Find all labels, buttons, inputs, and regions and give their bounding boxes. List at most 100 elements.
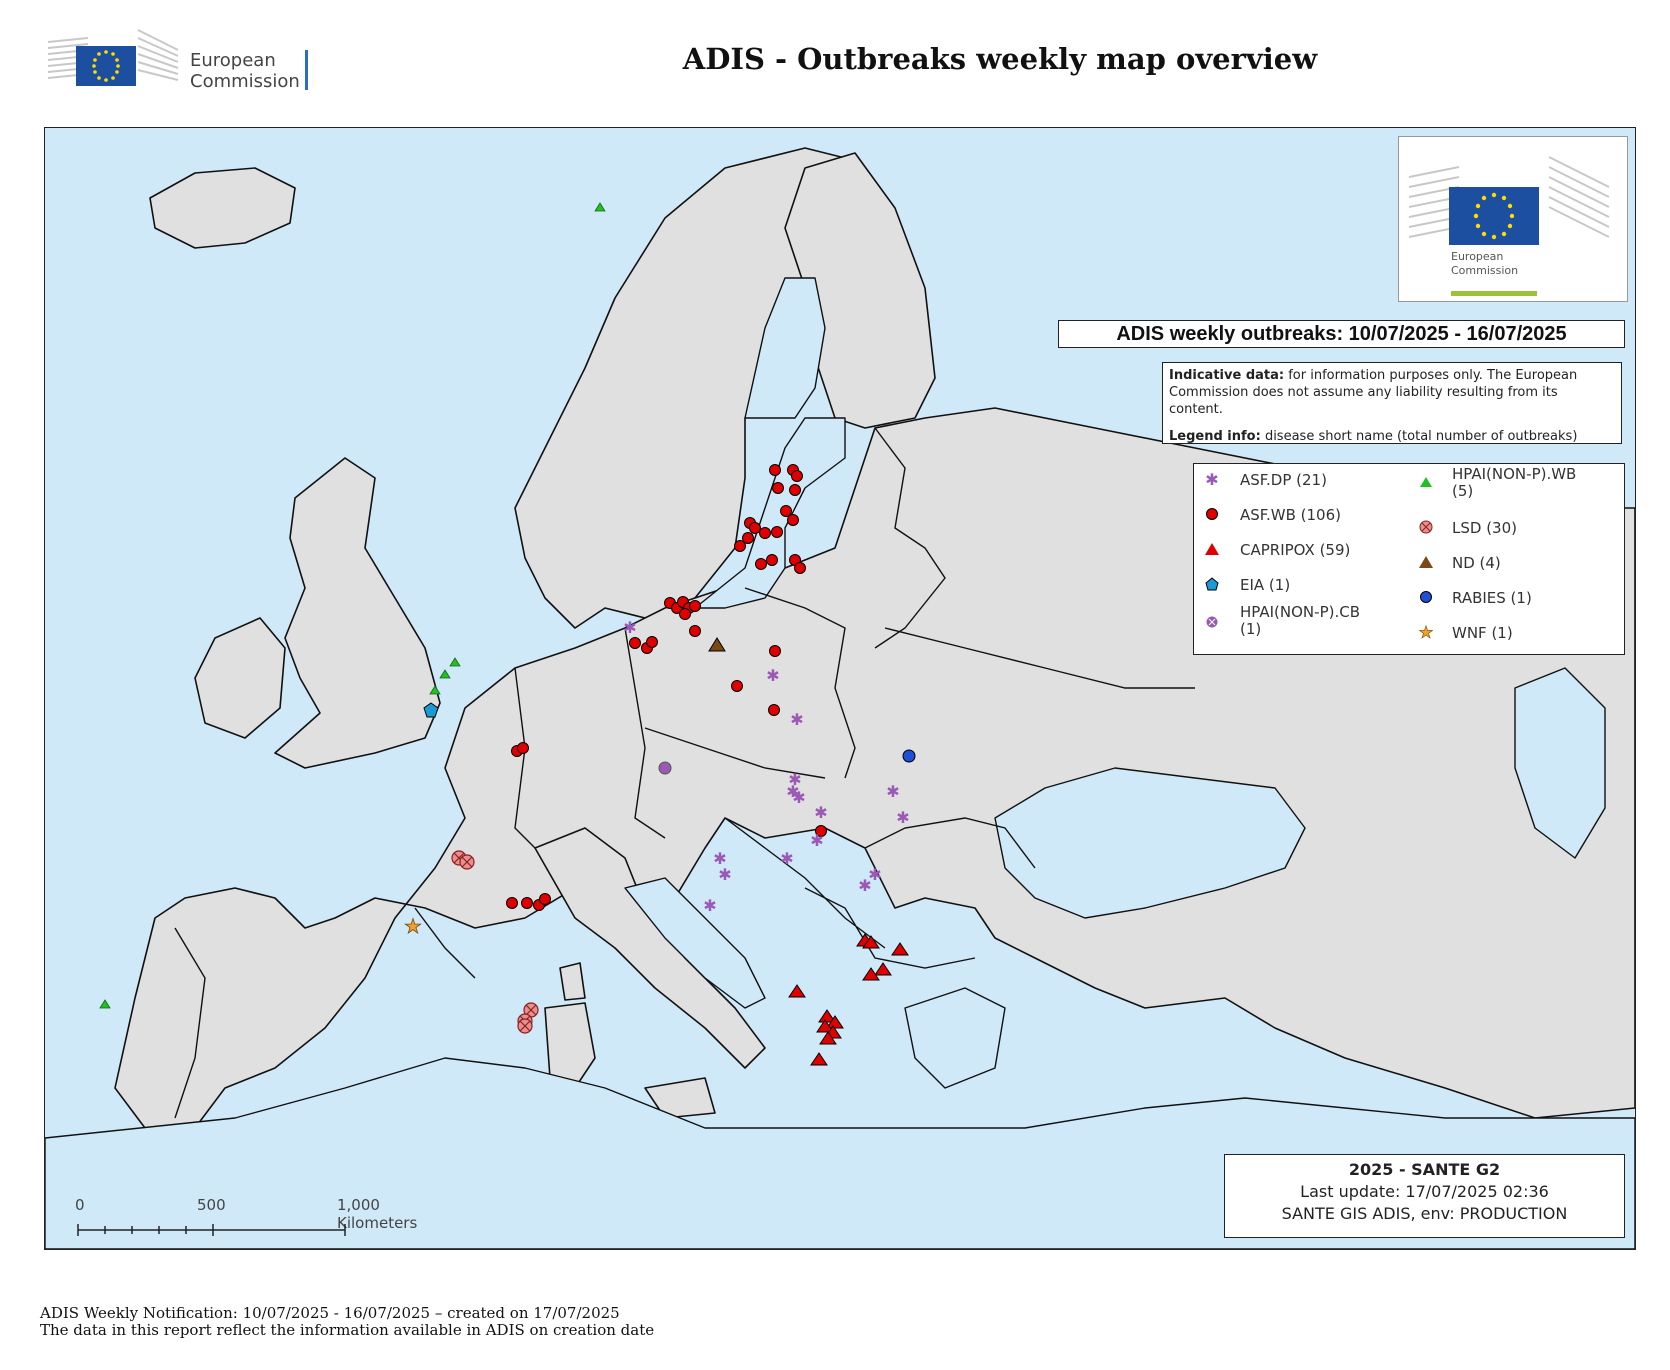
- asf-dp-marker[interactable]: ✱: [790, 710, 803, 729]
- asf-wb-marker[interactable]: [749, 522, 761, 534]
- asf-wb-marker[interactable]: [769, 645, 781, 657]
- asf-wb-marker[interactable]: [791, 470, 803, 482]
- legend-lsd: LSD (30): [1452, 519, 1517, 537]
- asf-wb-marker[interactable]: [772, 482, 784, 494]
- lsd-marker[interactable]: [517, 1018, 533, 1034]
- capripox-marker[interactable]: [819, 1031, 837, 1045]
- hpai-wb-marker[interactable]: [429, 685, 441, 695]
- legend-rabies: RABIES (1): [1452, 589, 1532, 607]
- black-sea: [994, 767, 1306, 919]
- capripox-marker[interactable]: [862, 935, 880, 949]
- asf-wb-marker[interactable]: [755, 558, 767, 570]
- italy: [534, 827, 766, 1069]
- asf-wb-marker[interactable]: [517, 742, 529, 754]
- legend: ✱ ASF.DP (21) ASF.WB (106) CAPRIPOX (59)…: [1193, 463, 1625, 655]
- legend-eia: EIA (1): [1240, 576, 1291, 594]
- asf-wb-marker[interactable]: [689, 600, 701, 612]
- asf-wb-marker[interactable]: [759, 527, 771, 539]
- capripox-marker[interactable]: [862, 967, 880, 981]
- info-label2: Legend info:: [1169, 429, 1261, 444]
- hpai-cb-marker[interactable]: [658, 761, 672, 775]
- red-black-circle-icon: [1206, 508, 1218, 520]
- asf-dp-marker[interactable]: ✱: [886, 782, 899, 801]
- asf-wb-marker[interactable]: [787, 514, 799, 526]
- eia-marker[interactable]: [423, 702, 439, 718]
- asf-wb-marker[interactable]: [734, 540, 746, 552]
- asf-wb-marker[interactable]: [506, 897, 518, 909]
- panel-logo-bar: [1451, 291, 1537, 296]
- capripox-marker[interactable]: [810, 1052, 828, 1066]
- asf-wb-marker[interactable]: [789, 484, 801, 496]
- info-text2: disease short name (total number of outb…: [1260, 429, 1578, 444]
- panel-logo-line1: European: [1451, 250, 1504, 263]
- hpai-wb-marker[interactable]: [99, 999, 111, 1009]
- asf-wb-marker[interactable]: [646, 636, 658, 648]
- asf-dp-marker[interactable]: ✱: [766, 666, 779, 685]
- nd-marker[interactable]: [708, 637, 726, 652]
- capripox-marker[interactable]: [891, 942, 909, 956]
- asf-wb-marker[interactable]: [766, 554, 778, 566]
- legend-wnf: WNF (1): [1452, 624, 1513, 642]
- map-frame[interactable]: ✱ ✱ ✱ ✱ ✱ ✱ ✱ ✱ ✱ ✱ ✱ ✱ ✱ ✱ ✱ ✱: [44, 127, 1636, 1250]
- hpai-wb-marker[interactable]: [449, 657, 461, 667]
- info-box: Indicative data: for information purpose…: [1162, 362, 1622, 444]
- hpai-wb-marker[interactable]: [439, 669, 451, 679]
- capripox-marker[interactable]: [816, 1019, 834, 1033]
- hpai-cb-markers: [658, 761, 672, 775]
- asf-wb-marker[interactable]: [539, 893, 551, 905]
- asf-wb-marker[interactable]: [629, 637, 641, 649]
- asf-dp-marker[interactable]: ✱: [810, 831, 823, 850]
- org-line1: European: [190, 50, 276, 71]
- asf-dp-marker[interactable]: ✱: [788, 770, 801, 789]
- capripox-marker[interactable]: [874, 962, 892, 976]
- lsd-marker[interactable]: [523, 1002, 539, 1018]
- legend-capripox: CAPRIPOX (59): [1240, 541, 1351, 559]
- asf-dp-marker[interactable]: ✱: [814, 803, 827, 822]
- corsica: [559, 962, 586, 1001]
- asf-wb-marker[interactable]: [742, 532, 754, 544]
- rabies-marker[interactable]: [902, 749, 916, 763]
- legend-hpai-cb: HPAI(NON-P).CB (1): [1240, 603, 1360, 638]
- pentagon-icon: [1205, 577, 1219, 591]
- hpai-wb-marker[interactable]: [594, 202, 606, 212]
- credit-box: 2025 - SANTE G2 Last update: 17/07/2025 …: [1224, 1154, 1625, 1238]
- asf-wb-marker[interactable]: [794, 562, 806, 574]
- asf-wb-marker[interactable]: [815, 825, 827, 837]
- lsd-marker[interactable]: [459, 854, 475, 870]
- asf-dp-marker[interactable]: ✱: [896, 808, 909, 827]
- asf-wb-marker[interactable]: [769, 464, 781, 476]
- legend-hpai-wb: HPAI(NON-P).WB (5): [1452, 465, 1577, 500]
- svg-text:★: ★: [1418, 623, 1433, 639]
- asf-dp-marker[interactable]: ✱: [718, 865, 731, 884]
- capripox-marker[interactable]: [826, 1015, 844, 1029]
- asf-dp-marker[interactable]: ✱: [868, 865, 881, 884]
- asf-dp-marker[interactable]: ✱: [713, 849, 726, 868]
- asf-dp-marker[interactable]: ✱: [786, 782, 799, 801]
- asf-wb-marker[interactable]: [521, 897, 533, 909]
- asf-dp-marker[interactable]: ✱: [792, 788, 805, 807]
- asf-dp-marker[interactable]: ✱: [623, 618, 636, 637]
- scale-label-0: 0: [75, 1196, 85, 1214]
- green-triangle-icon: [1420, 477, 1432, 487]
- asf-dp-marker[interactable]: ✱: [780, 849, 793, 868]
- asf-wb-marker[interactable]: [768, 704, 780, 716]
- capripox-marker[interactable]: [788, 984, 806, 998]
- credit-env: SANTE GIS ADIS, env: PRODUCTION: [1281, 1204, 1568, 1223]
- asf-wb-marker[interactable]: [689, 625, 701, 637]
- asf-dp-marker[interactable]: ✱: [858, 876, 871, 895]
- asf-dp-marker[interactable]: ✱: [703, 896, 716, 915]
- europe-map[interactable]: ✱ ✱ ✱ ✱ ✱ ✱ ✱ ✱ ✱ ✱ ✱ ✱ ✱ ✱ ✱ ✱: [45, 128, 1635, 1249]
- asf-wb-marker[interactable]: [780, 505, 792, 517]
- scale-label-1000: 1,000 Kilometers: [337, 1196, 418, 1232]
- ireland: [194, 617, 286, 739]
- wnf-marker[interactable]: ★: [404, 914, 423, 939]
- baltic-sea: [694, 417, 846, 609]
- pink-circle-x-icon: [1419, 520, 1433, 534]
- asf-wb-marker[interactable]: [679, 608, 691, 620]
- asf-wb-marker[interactable]: [771, 526, 783, 538]
- legend-asf-dp: ASF.DP (21): [1240, 471, 1327, 489]
- capripox-marker[interactable]: [818, 1009, 836, 1023]
- asf-wb-marker[interactable]: [731, 680, 743, 692]
- page-title: ADIS - Outbreaks weekly map overview: [682, 42, 1318, 76]
- footer-line2: The data in this report reflect the info…: [40, 1321, 655, 1339]
